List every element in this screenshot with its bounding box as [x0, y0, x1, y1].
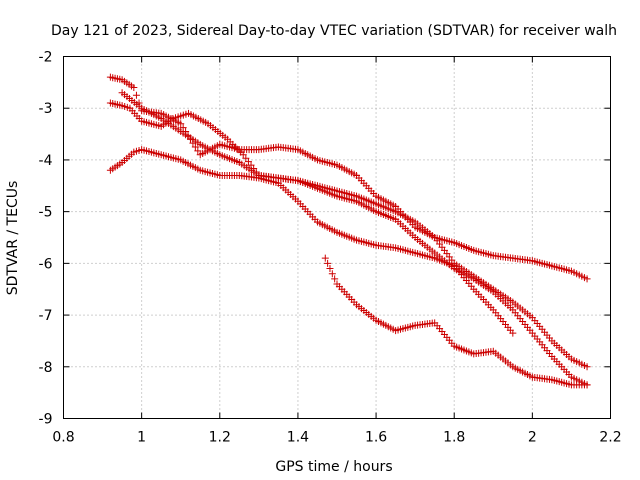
data-point: [130, 84, 138, 92]
data-point: [331, 275, 339, 283]
series-1: [106, 73, 591, 283]
y-tick-label: -7: [39, 308, 53, 324]
data-point: [324, 259, 332, 267]
series-5: [321, 254, 591, 389]
axis-ticks: 0.8 1 1.2 1.4 1.6 1.8 2 2.2 -9 -8 -7 -6 -5 -4 -3 -2: [39, 50, 622, 446]
x-tick-label: 1.8: [443, 430, 465, 446]
x-tick-label: 2: [528, 430, 537, 446]
data-point: [583, 381, 591, 389]
data-point: [509, 329, 517, 337]
x-tick-label: 2.2: [599, 430, 621, 446]
x-tick-label: 1.6: [365, 430, 387, 446]
plot-frame: [63, 56, 611, 419]
y-tick-label: -4: [39, 153, 53, 169]
y-tick-label: -3: [39, 101, 53, 117]
grid: [63, 56, 611, 419]
data-point: [583, 275, 591, 283]
series-3: [106, 146, 517, 337]
data-point: [194, 147, 202, 155]
data-point: [326, 265, 334, 273]
x-axis-label: GPS time / hours: [275, 459, 392, 475]
data-point: [132, 91, 140, 99]
y-axis-label: SDTVAR / TECUs: [5, 181, 21, 296]
x-tick-label: 1: [137, 430, 146, 446]
x-tick-label: 0.8: [52, 430, 74, 446]
x-tick-label: 1.4: [287, 430, 309, 446]
data-point: [328, 270, 336, 278]
y-tick-label: -9: [39, 412, 53, 428]
y-tick-label: -2: [39, 50, 53, 66]
chart-title: Day 121 of 2023, Sidereal Day-to-day VTE…: [51, 23, 617, 39]
data-point: [321, 254, 329, 262]
y-tick-label: -8: [39, 360, 53, 376]
series-4: [118, 89, 591, 389]
data-point: [583, 363, 591, 371]
y-tick-label: -5: [39, 205, 53, 221]
x-tick-label: 1.2: [209, 430, 231, 446]
data-point: [177, 120, 185, 128]
y-tick-label: -6: [39, 256, 53, 272]
data-points: [106, 73, 591, 389]
